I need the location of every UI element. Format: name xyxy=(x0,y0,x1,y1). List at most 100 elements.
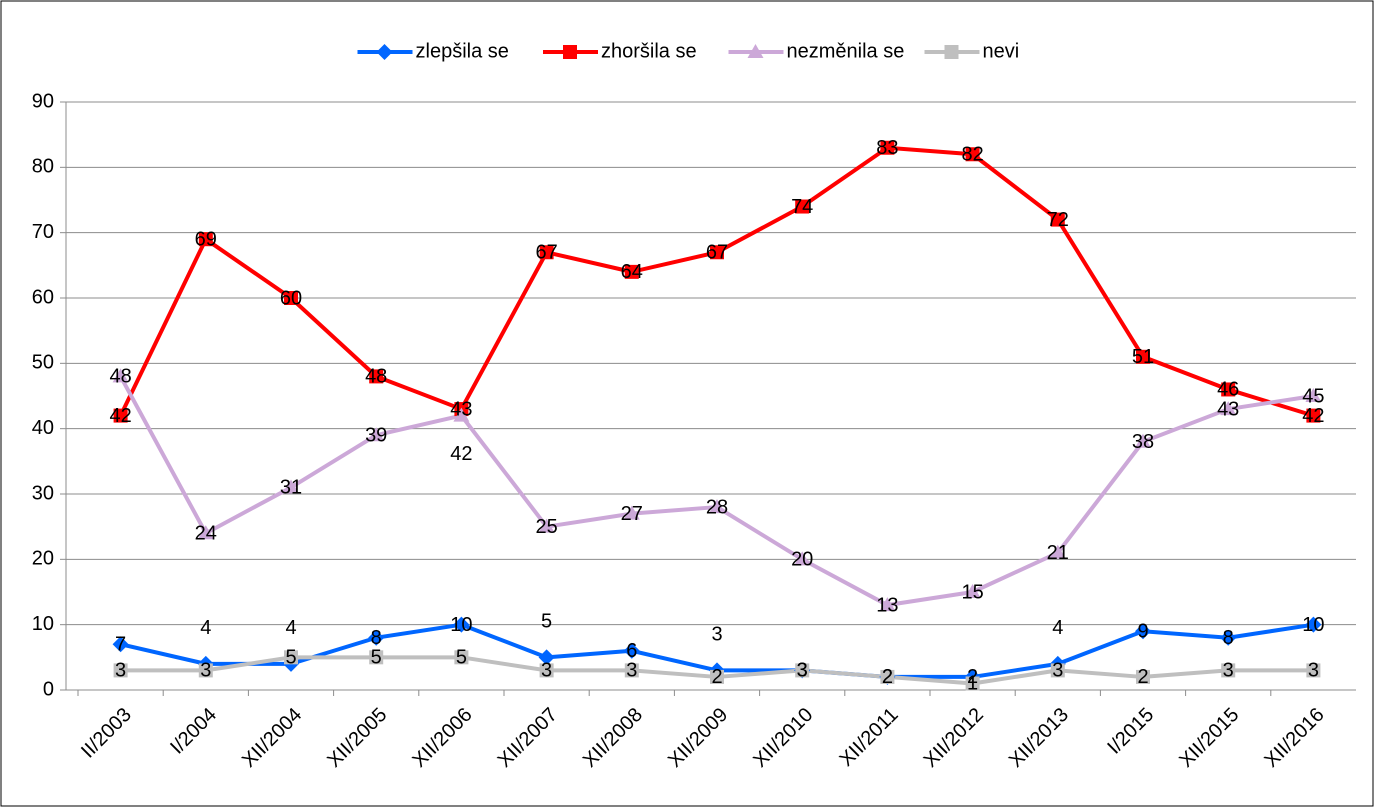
data-point xyxy=(1305,616,1322,633)
data-label: 4 xyxy=(285,617,296,639)
y-tick-label: 40 xyxy=(32,417,54,439)
data-label: 28 xyxy=(706,496,728,518)
data-point xyxy=(453,407,470,422)
data-label: 51 xyxy=(1132,346,1154,368)
data-point xyxy=(965,676,980,691)
data-point xyxy=(710,669,724,684)
data-label: 2 xyxy=(882,666,893,688)
data-point xyxy=(538,518,555,533)
data-label: 46 xyxy=(1217,379,1239,401)
legend-label: nevi xyxy=(983,40,1020,62)
data-label: 43 xyxy=(1217,398,1239,420)
data-point xyxy=(624,264,639,279)
data-point xyxy=(1049,544,1066,559)
data-point xyxy=(113,408,128,423)
data-label: 3 xyxy=(626,660,637,682)
data-point xyxy=(368,427,385,442)
data-point xyxy=(369,650,384,665)
data-point xyxy=(112,368,129,383)
data-label: 1 xyxy=(967,673,978,695)
data-label: 3 xyxy=(797,660,808,682)
data-label: 42 xyxy=(450,443,472,465)
data-point xyxy=(538,649,555,666)
data-label: 3 xyxy=(711,624,722,646)
data-label: 64 xyxy=(621,261,643,283)
data-label: 45 xyxy=(1302,385,1324,407)
data-label: 31 xyxy=(280,477,302,499)
data-label: 67 xyxy=(706,242,728,264)
data-point xyxy=(794,551,811,566)
data-point xyxy=(1135,623,1151,640)
legend-marker xyxy=(563,45,577,59)
data-label: 21 xyxy=(1047,542,1069,564)
data-point xyxy=(1136,349,1150,364)
data-label: 48 xyxy=(109,366,131,388)
data-label: 3 xyxy=(200,660,211,682)
data-point xyxy=(197,525,214,540)
data-point xyxy=(539,245,554,260)
data-label: 6 xyxy=(626,640,637,662)
data-point xyxy=(113,663,128,678)
data-label: 3 xyxy=(1308,660,1319,682)
data-point xyxy=(369,369,384,384)
data-point xyxy=(1050,663,1065,678)
data-label: 5 xyxy=(456,647,467,669)
data-label: 74 xyxy=(791,196,813,218)
data-point xyxy=(710,245,724,260)
data-label: 13 xyxy=(876,594,898,616)
y-tick-label: 70 xyxy=(32,221,54,243)
data-point xyxy=(1220,629,1237,646)
data-label: 25 xyxy=(535,516,557,538)
data-label: 9 xyxy=(1137,620,1148,642)
data-point xyxy=(1306,408,1321,423)
data-label: 5 xyxy=(371,647,382,669)
data-label: 10 xyxy=(450,614,472,636)
data-label: 3 xyxy=(797,660,808,682)
data-point xyxy=(879,597,896,612)
data-label: 2 xyxy=(882,666,893,688)
data-point xyxy=(198,232,213,247)
data-point xyxy=(1221,663,1236,678)
y-tick-label: 0 xyxy=(43,678,54,700)
data-label: 4 xyxy=(1052,617,1063,639)
data-label: 15 xyxy=(961,581,983,603)
data-point xyxy=(1050,212,1065,227)
y-tick-label: 60 xyxy=(32,286,54,308)
data-point xyxy=(709,499,725,514)
data-label: 4 xyxy=(200,617,211,639)
data-label: 82 xyxy=(961,144,983,166)
data-point xyxy=(965,147,980,162)
data-point xyxy=(198,663,213,678)
data-label: 42 xyxy=(109,405,131,427)
data-label: 7 xyxy=(115,634,126,656)
legend-label: zhoršila se xyxy=(601,40,697,62)
data-point xyxy=(283,479,299,494)
data-point xyxy=(624,663,639,678)
data-point xyxy=(284,291,298,305)
data-point xyxy=(1220,401,1237,416)
data-label: 2 xyxy=(711,666,722,688)
data-label: 83 xyxy=(876,137,898,159)
data-label: 5 xyxy=(541,611,552,633)
data-label: 2 xyxy=(1137,666,1148,688)
data-point xyxy=(1306,663,1321,678)
data-label: 60 xyxy=(280,287,302,309)
data-point xyxy=(1135,433,1151,448)
legend-label: zlepšila se xyxy=(416,40,509,62)
data-point xyxy=(368,629,385,646)
data-label: 43 xyxy=(450,398,472,420)
y-tick-label: 30 xyxy=(32,482,54,504)
legend-marker xyxy=(747,44,764,58)
data-label: 10 xyxy=(1302,614,1324,636)
data-point xyxy=(795,663,810,678)
y-tick-label: 90 xyxy=(32,90,54,112)
data-label: 3 xyxy=(115,660,126,682)
data-point xyxy=(1305,388,1322,402)
data-point xyxy=(284,650,298,665)
data-point xyxy=(1221,382,1236,397)
data-point xyxy=(539,663,554,678)
data-label: 5 xyxy=(285,647,296,669)
data-label: 8 xyxy=(1223,627,1234,649)
y-tick-label: 80 xyxy=(32,156,54,178)
